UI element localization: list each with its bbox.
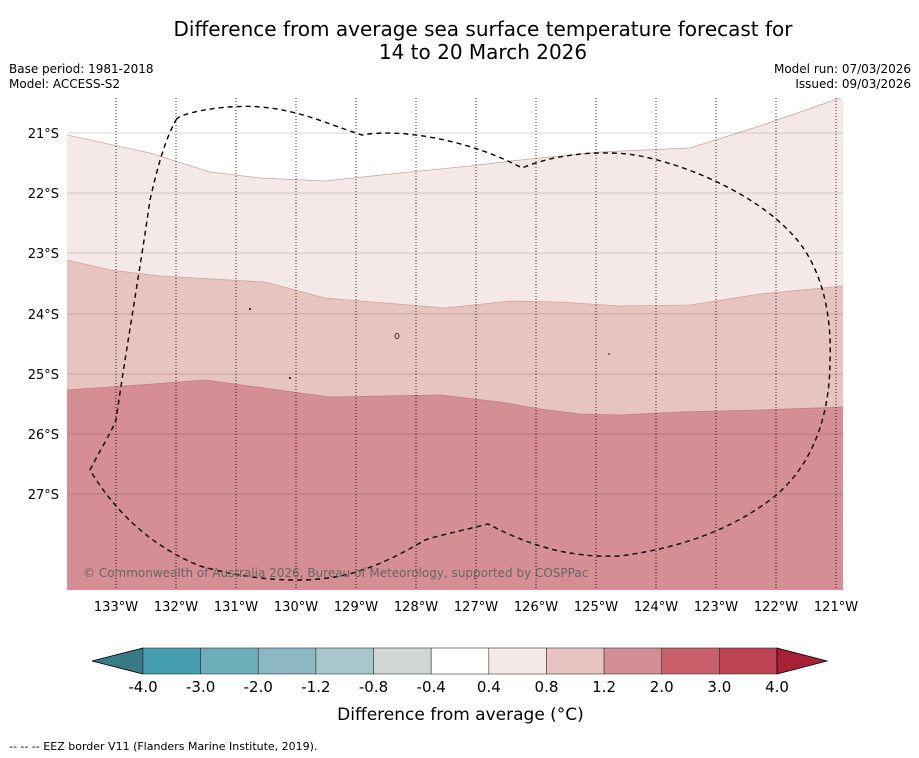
title-line-2: 14 to 20 March 2026 (378, 40, 588, 64)
eez-border (89, 105, 831, 581)
lon-label: 130°W (274, 600, 318, 615)
island-markers (249, 308, 610, 379)
colorbar-title: Difference from average (°C) (337, 705, 584, 725)
lon-label: 128°W (394, 600, 438, 615)
colorbar-segment (200, 647, 259, 675)
colorbar-segment (315, 647, 374, 675)
longitude-labels: 133°W 132°W 131°W 130°W 129°W 128°W 127°… (94, 600, 858, 615)
map-canvas: © Commonwealth of Australia 2026, Bureau… (28, 98, 858, 615)
meta-left: Base period: 1981-2018 Model: ACCESS-S2 (9, 62, 154, 92)
contour-line-0.8 (67, 259, 843, 309)
eez-legend-footer: -- -- -- EEZ border V11 (Flanders Marine… (9, 740, 318, 753)
model-name: Model: ACCESS-S2 (9, 77, 121, 91)
meta-right: Model run: 07/03/2026 Issued: 09/03/2026 (774, 62, 911, 92)
lat-label: 26°S (28, 428, 59, 443)
colorbar-tick-label: 0.4 (476, 678, 501, 696)
colorbar-segments (142, 647, 778, 675)
title-line-1: Difference from average sea surface temp… (173, 17, 793, 41)
lon-label: 127°W (454, 600, 498, 615)
colorbar-tick-label: 2.0 (649, 678, 674, 696)
lon-label: 123°W (694, 600, 738, 615)
colorbar-tick-label: -4.0 (128, 678, 158, 696)
lat-label: 27°S (28, 488, 59, 503)
colorbar-tick-label: -1.2 (301, 678, 331, 696)
lon-label: 132°W (154, 600, 198, 615)
grid-longitude-lines (115, 98, 837, 590)
colorbar-tick-label: -0.4 (416, 678, 446, 696)
lon-label: 129°W (334, 600, 378, 615)
map-title: Difference from average sea surface temp… (0, 18, 919, 64)
band-1.2-2.0 (67, 380, 843, 590)
lon-label: 121°W (814, 600, 858, 615)
lat-label: 25°S (28, 368, 59, 383)
lon-label: 125°W (574, 600, 618, 615)
colorbar-segment (603, 647, 663, 675)
lon-label: 124°W (634, 600, 678, 615)
colorbar-tick-label: -3.0 (185, 678, 216, 696)
base-period: Base period: 1981-2018 (9, 62, 154, 76)
contour-line-0.4 (67, 98, 842, 182)
colorbar-tick-label: 1.2 (592, 678, 617, 696)
island-dot (289, 377, 291, 379)
grid-latitude-lines (67, 132, 843, 495)
lon-label: 133°W (94, 600, 138, 615)
copyright-text: © Commonwealth of Australia 2026, Bureau… (83, 566, 588, 580)
lon-label: 122°W (754, 600, 798, 615)
colorbar-segment (257, 647, 317, 675)
lon-label: 126°W (514, 600, 558, 615)
colorbar-tick-label: -0.8 (358, 678, 389, 696)
colorbar-tick-label: 4.0 (765, 678, 789, 696)
colorbar (91, 647, 829, 675)
lon-label: 131°W (214, 600, 258, 615)
lat-label: 24°S (28, 308, 59, 323)
lat-label: 22°S (28, 187, 59, 202)
island-dot (249, 308, 251, 310)
colorbar-tick-label: 3.0 (707, 678, 732, 696)
island-outline (394, 333, 400, 339)
colorbar-low-extend (91, 647, 144, 675)
latitude-labels: 21°S 22°S 23°S 24°S 25°S 26°S 27°S (28, 127, 59, 503)
colorbar-segment (430, 647, 490, 675)
model-run: Model run: 07/03/2026 (773, 62, 911, 76)
colorbar-segment (373, 647, 432, 675)
colorbar-tick-label: 0.8 (534, 678, 559, 696)
lat-label: 23°S (28, 247, 59, 262)
issued-date: Issued: 09/03/2026 (795, 77, 911, 91)
contour-line-1.2 (67, 379, 843, 416)
colorbar-tick-label: -2.0 (243, 678, 273, 696)
colorbar-segment (719, 647, 778, 675)
island-dot (608, 353, 610, 355)
lat-label: 21°S (28, 127, 59, 142)
colorbar-segment (546, 647, 605, 675)
contour-fills: © Commonwealth of Australia 2026, Bureau… (67, 98, 843, 590)
colorbar-segment (142, 647, 201, 675)
colorbar-segment (488, 647, 547, 675)
colorbar-high-extend (776, 647, 829, 675)
colorbar-segment (661, 647, 720, 675)
